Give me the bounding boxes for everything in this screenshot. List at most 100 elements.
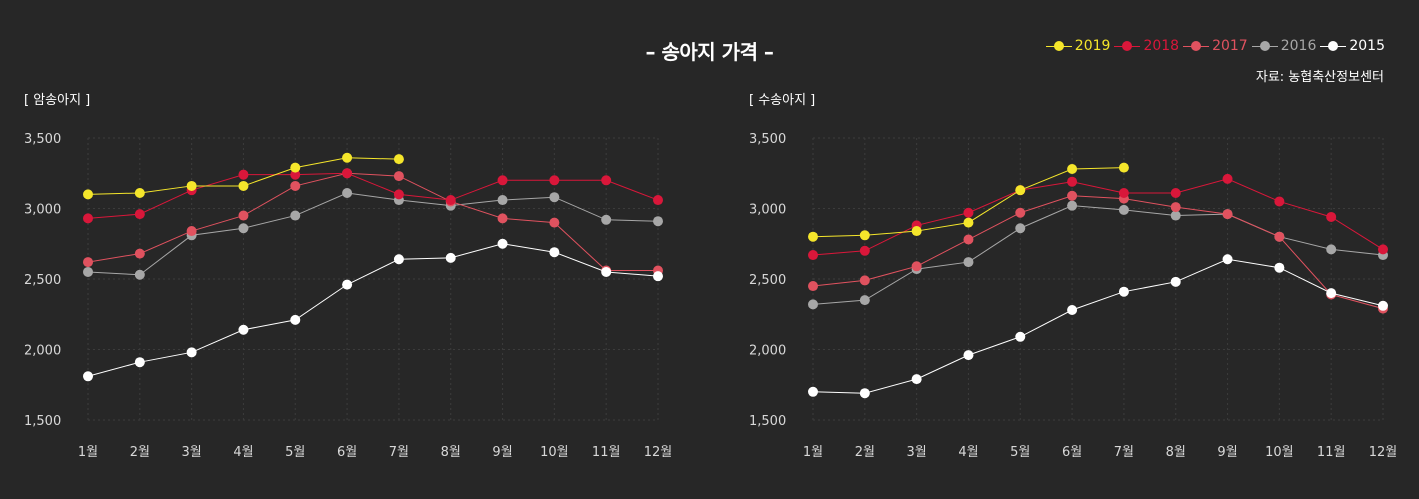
x-tick-label: 6월 xyxy=(1062,445,1082,460)
data-point-2015 xyxy=(445,252,456,263)
data-point-2019 xyxy=(393,154,404,165)
x-tick-label: 10월 xyxy=(1265,445,1294,460)
data-point-2016 xyxy=(290,210,301,221)
data-point-2016 xyxy=(808,299,818,310)
data-point-2017 xyxy=(1222,209,1233,220)
x-tick-label: 12월 xyxy=(1369,445,1398,460)
data-point-2015 xyxy=(83,371,93,382)
y-tick-label: 3,500 xyxy=(749,132,786,147)
data-point-2017 xyxy=(549,217,560,228)
data-point-2017 xyxy=(963,234,974,245)
data-point-2019 xyxy=(1067,164,1078,175)
data-point-2018 xyxy=(1326,211,1337,222)
series-line-2015 xyxy=(812,258,1384,394)
data-point-2015 xyxy=(290,314,301,325)
x-tick-label: 8월 xyxy=(441,445,461,460)
data-point-2018 xyxy=(290,169,301,180)
data-point-2017 xyxy=(290,180,301,191)
data-point-2016 xyxy=(134,269,145,280)
data-point-2015 xyxy=(1170,276,1181,287)
legend-label: 2015 xyxy=(1349,38,1385,54)
source-note: 자료: 농협축산정보센터 xyxy=(1255,70,1384,85)
data-point-2015 xyxy=(601,266,612,277)
female-calf-chart: [ 암송아지 ] 1,500 2,000 2,500 3,000 3,500 1월 2월 3월 4… xyxy=(24,93,673,460)
data-point-2015 xyxy=(134,357,145,368)
y-tick-label: 3,000 xyxy=(24,203,61,218)
data-point-2018 xyxy=(1118,187,1129,198)
data-point-2017 xyxy=(1274,231,1285,242)
data-point-2019 xyxy=(134,187,145,198)
data-point-2018 xyxy=(134,209,145,220)
legend-label: 2019 xyxy=(1074,38,1111,54)
data-point-2016 xyxy=(1015,223,1026,234)
legend-swatch-icon xyxy=(1183,39,1210,53)
series-line-2016 xyxy=(87,192,659,276)
y-tick-label: 2,500 xyxy=(749,273,786,288)
data-point-2015 xyxy=(1274,262,1285,273)
data-point-2018 xyxy=(859,245,870,256)
data-point-2015 xyxy=(238,324,249,335)
y-tick-label: 1,500 xyxy=(749,414,786,429)
data-point-2018 xyxy=(653,195,663,206)
data-point-2016 xyxy=(653,216,663,227)
series-line-2018 xyxy=(87,172,659,219)
data-point-2015 xyxy=(963,350,974,361)
data-point-2019 xyxy=(911,226,922,237)
data-point-2015 xyxy=(186,347,197,358)
data-point-2018 xyxy=(238,169,249,180)
data-point-2019 xyxy=(238,180,249,191)
legend-label: 2016 xyxy=(1280,38,1317,54)
data-point-2017 xyxy=(186,226,197,237)
chart-subtitle: [ 수송아지 ] xyxy=(749,93,815,108)
x-tick-label: 4월 xyxy=(233,445,253,460)
legend-swatch-icon xyxy=(1251,39,1278,53)
series-line-2016 xyxy=(812,205,1384,305)
legend-label: 2017 xyxy=(1212,38,1248,54)
data-point-2018 xyxy=(808,250,818,261)
data-point-2016 xyxy=(497,195,508,206)
data-point-2017 xyxy=(911,261,922,272)
legend-swatch-icon xyxy=(1320,39,1347,53)
y-tick-label: 3,000 xyxy=(749,203,786,218)
x-tick-label: 3월 xyxy=(907,445,927,460)
x-tick-label: 5월 xyxy=(1010,445,1030,460)
x-tick-label: 9월 xyxy=(492,445,512,460)
data-point-2017 xyxy=(1067,190,1078,201)
data-point-2016 xyxy=(238,223,249,234)
data-point-2018 xyxy=(963,207,974,218)
data-point-2015 xyxy=(653,271,663,282)
legend-label: 2018 xyxy=(1143,38,1180,54)
data-point-2018 xyxy=(1274,196,1285,207)
data-point-2015 xyxy=(1326,288,1337,299)
data-point-2015 xyxy=(911,374,922,385)
data-point-2016 xyxy=(859,295,870,306)
legend-swatch-icon xyxy=(1045,39,1072,53)
x-tick-label: 1월 xyxy=(78,445,98,460)
data-point-2016 xyxy=(1118,204,1129,215)
data-point-2016 xyxy=(342,187,353,198)
data-point-2017 xyxy=(83,257,93,268)
x-tick-label: 10월 xyxy=(540,445,569,460)
data-point-2019 xyxy=(859,230,870,241)
x-tick-label: 12월 xyxy=(644,445,673,460)
y-tick-label: 2,000 xyxy=(749,344,786,359)
data-point-2017 xyxy=(1170,202,1181,213)
legend-item-2019: 2019 xyxy=(1045,38,1111,54)
y-tick-label: 2,500 xyxy=(24,273,61,288)
data-point-2018 xyxy=(497,175,508,186)
data-point-2016 xyxy=(601,214,612,225)
data-point-2017 xyxy=(393,171,404,182)
data-point-2015 xyxy=(497,238,508,249)
x-tick-label: 1월 xyxy=(803,445,823,460)
data-point-2018 xyxy=(393,189,404,200)
data-point-2017 xyxy=(859,275,870,286)
y-tick-label: 1,500 xyxy=(24,414,61,429)
data-point-2018 xyxy=(601,175,612,186)
data-point-2016 xyxy=(1067,200,1078,211)
data-point-2018 xyxy=(1067,176,1078,187)
x-tick-label: 11월 xyxy=(1317,445,1346,460)
data-point-2017 xyxy=(497,213,508,224)
data-point-2017 xyxy=(808,281,818,292)
data-point-2018 xyxy=(549,175,560,186)
x-tick-label: 4월 xyxy=(958,445,978,460)
